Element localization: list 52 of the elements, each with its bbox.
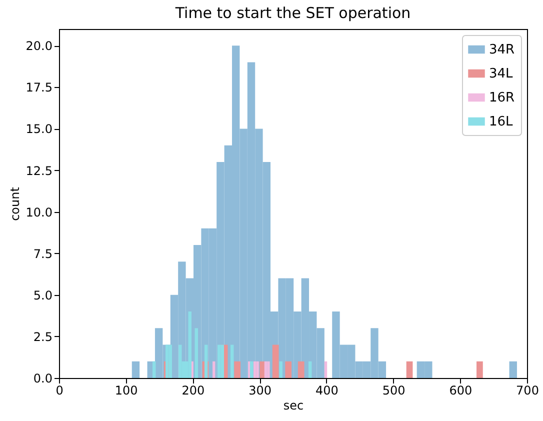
bar [253,361,256,378]
x-tick-label: 500 [382,384,406,398]
x-tick-label: 600 [449,384,472,398]
x-tick-label: 0 [56,384,64,398]
x-axis-title: sec [283,398,304,412]
bar [308,361,312,378]
bar [476,361,483,378]
bar [279,361,282,378]
bar [152,361,156,378]
bar [272,344,279,378]
bar [220,344,224,378]
bar [509,361,517,378]
bar [132,361,140,378]
y-tick-label: 7.5 [33,246,52,261]
y-tick-label: 10.0 [26,205,52,220]
legend-label: 16L [489,114,514,130]
bar [212,361,216,378]
x-tick-label: 700 [516,384,539,398]
bar [154,328,163,378]
bar [250,361,254,378]
bar [178,344,182,378]
chart-title: Time to start the SET operation [174,4,411,22]
x-tick-label: 200 [182,384,205,398]
y-tick-label: 2.5 [33,330,52,344]
y-tick-label: 0.0 [33,372,52,386]
y-tick-label: 20.0 [26,39,52,54]
bar [406,361,413,378]
x-tick-label: 300 [248,384,272,398]
bar [285,361,292,378]
y-tick-label: 12.5 [26,164,52,178]
bar [324,361,328,378]
y-tick-label: 17.5 [26,80,52,95]
bar [188,312,192,378]
bar [264,361,268,378]
x-tick-label: 100 [114,384,138,398]
bar [230,344,234,378]
bar [298,361,304,378]
bar [217,344,221,378]
bar [256,361,259,378]
x-tick-label: 400 [315,384,338,398]
bar [168,344,172,378]
legend-label: 34L [489,66,514,82]
y-tick-label: 15.0 [26,122,52,136]
bar [204,344,208,378]
bar [166,344,169,378]
bar [267,361,270,378]
bar [194,328,198,378]
y-tick-label: 5.0 [33,288,52,302]
bar [234,361,241,378]
legend-label: 16R [489,90,515,106]
legend-label: 34R [489,42,515,58]
y-axis-title: count [8,186,22,221]
